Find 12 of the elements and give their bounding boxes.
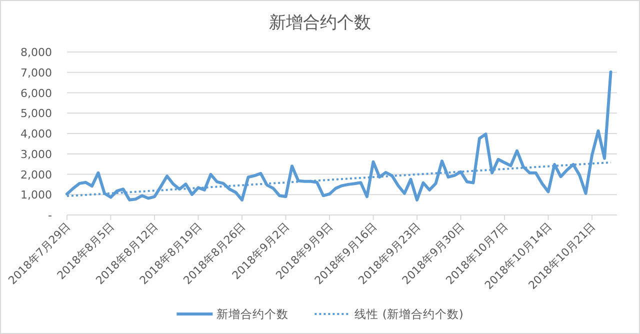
- y-tick-label: 7,000: [20, 66, 52, 80]
- legend-label: 新增合约个数: [216, 307, 289, 321]
- y-tick-label: -: [48, 209, 52, 222]
- legend-label: 线性 (新增合约个数): [354, 307, 464, 321]
- y-tick-label: 3,000: [20, 148, 52, 161]
- y-tick-label: 8,000: [20, 46, 52, 59]
- y-tick-label: 6,000: [20, 86, 52, 100]
- y-tick-label: 1,000: [20, 188, 52, 202]
- y-tick-label: 4,000: [20, 128, 52, 140]
- y-tick-label: 5,000: [20, 107, 52, 120]
- y-tick-label: 2,000: [20, 168, 52, 182]
- chart-title: 新增合约个数: [269, 13, 371, 33]
